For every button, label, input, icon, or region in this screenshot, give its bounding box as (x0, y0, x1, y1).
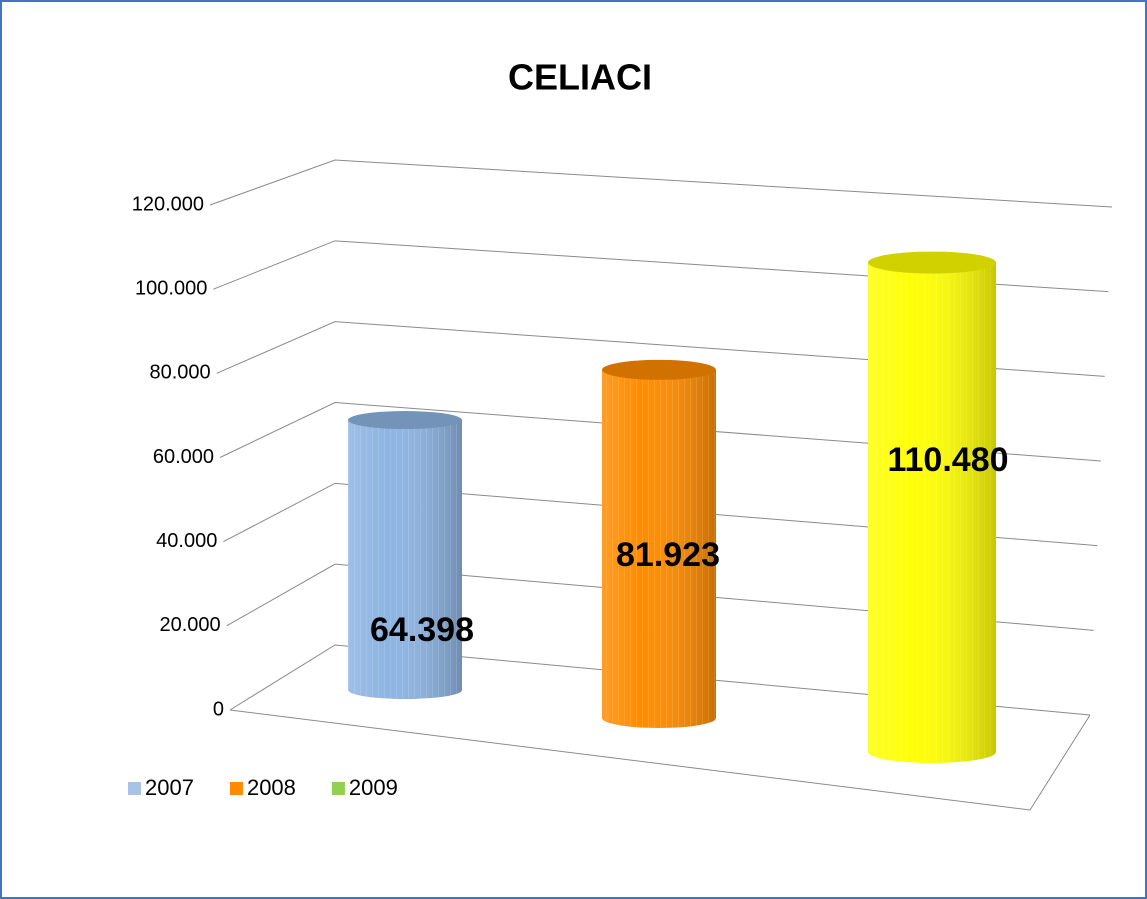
bar-top-shade (348, 411, 462, 430)
grid-line (219, 401, 1102, 462)
legend-label: 2008 (247, 775, 296, 800)
grid-line (223, 482, 1098, 547)
bar-stripes (348, 420, 462, 699)
grid-line (229, 644, 1091, 716)
grid-line (216, 321, 1105, 377)
bar-top-shade (602, 359, 716, 380)
bar-top-shade (868, 251, 996, 274)
y-tick-label: 80.000 (149, 362, 210, 384)
bar-stripes (602, 369, 716, 728)
grid-line (213, 240, 1109, 293)
y-tick-label: 20.000 (159, 614, 220, 636)
bar-top (868, 251, 996, 274)
bar-top (348, 411, 462, 430)
value-label: 110.480 (887, 441, 1008, 479)
legend-label: 2007 (145, 775, 194, 800)
legend-swatch (128, 782, 141, 795)
legend-swatch (331, 782, 345, 795)
y-tick-label: 100.000 (135, 277, 207, 299)
value-label: 81.923 (616, 536, 720, 574)
grid-line (226, 563, 1094, 631)
bar-top (602, 359, 716, 380)
floor-edge (229, 709, 1091, 811)
y-tick-label: 60.000 (153, 446, 214, 468)
bar-stripes (868, 262, 996, 763)
chart-title: CELIACI (508, 57, 652, 98)
y-tick-label: 40.000 (156, 530, 217, 552)
y-tick-label: 0 (213, 698, 224, 720)
legend-swatch (229, 782, 243, 795)
legend-label: 2009 (349, 775, 398, 800)
y-tick-label: 120.000 (132, 193, 204, 215)
value-label: 64.398 (370, 611, 474, 649)
grid-line (209, 159, 1113, 208)
